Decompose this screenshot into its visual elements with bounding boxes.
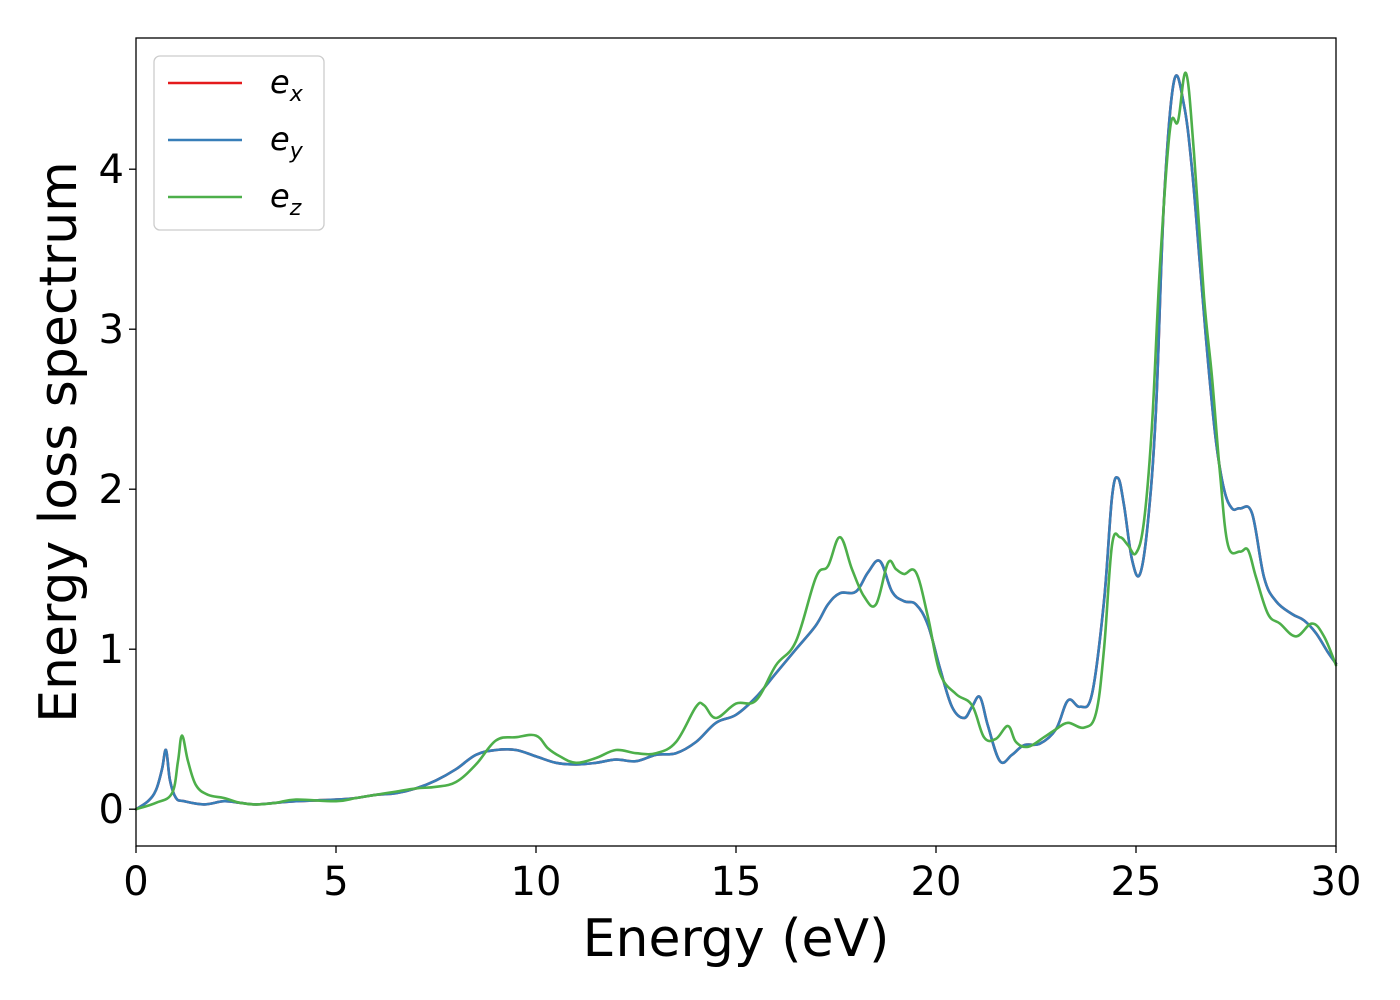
y-tick-label: 1 bbox=[99, 627, 124, 673]
plot-background bbox=[136, 38, 1336, 846]
x-axis-label: Energy (eV) bbox=[583, 909, 890, 969]
x-tick-label: 10 bbox=[511, 859, 562, 905]
x-ticks: 0 5 10 15 20 25 30 bbox=[123, 846, 1361, 905]
legend: ex ey ez bbox=[153, 55, 325, 231]
legend-label-y: ey bbox=[270, 120, 304, 164]
y-axis-label: Energy loss spectrum bbox=[29, 161, 89, 723]
y-tick-label: 2 bbox=[99, 467, 124, 513]
x-tick-label: 25 bbox=[1111, 859, 1162, 905]
x-tick-label: 30 bbox=[1311, 859, 1362, 905]
x-tick-label: 20 bbox=[911, 859, 962, 905]
y-tick-label: 4 bbox=[99, 147, 124, 193]
legend-box bbox=[153, 55, 325, 231]
x-tick-label: 5 bbox=[323, 859, 348, 905]
x-tick-label: 0 bbox=[123, 859, 148, 905]
series-layer bbox=[134, 71, 1338, 811]
y-ticks: 0 1 2 3 4 bbox=[99, 147, 136, 833]
y-tick-label: 0 bbox=[99, 787, 124, 833]
series-line-z bbox=[134, 71, 1338, 811]
x-tick-label: 15 bbox=[711, 859, 762, 905]
y-tick-label: 3 bbox=[99, 307, 124, 353]
legend-label-x: ex bbox=[270, 63, 304, 107]
legend-label-z: ez bbox=[270, 177, 302, 221]
